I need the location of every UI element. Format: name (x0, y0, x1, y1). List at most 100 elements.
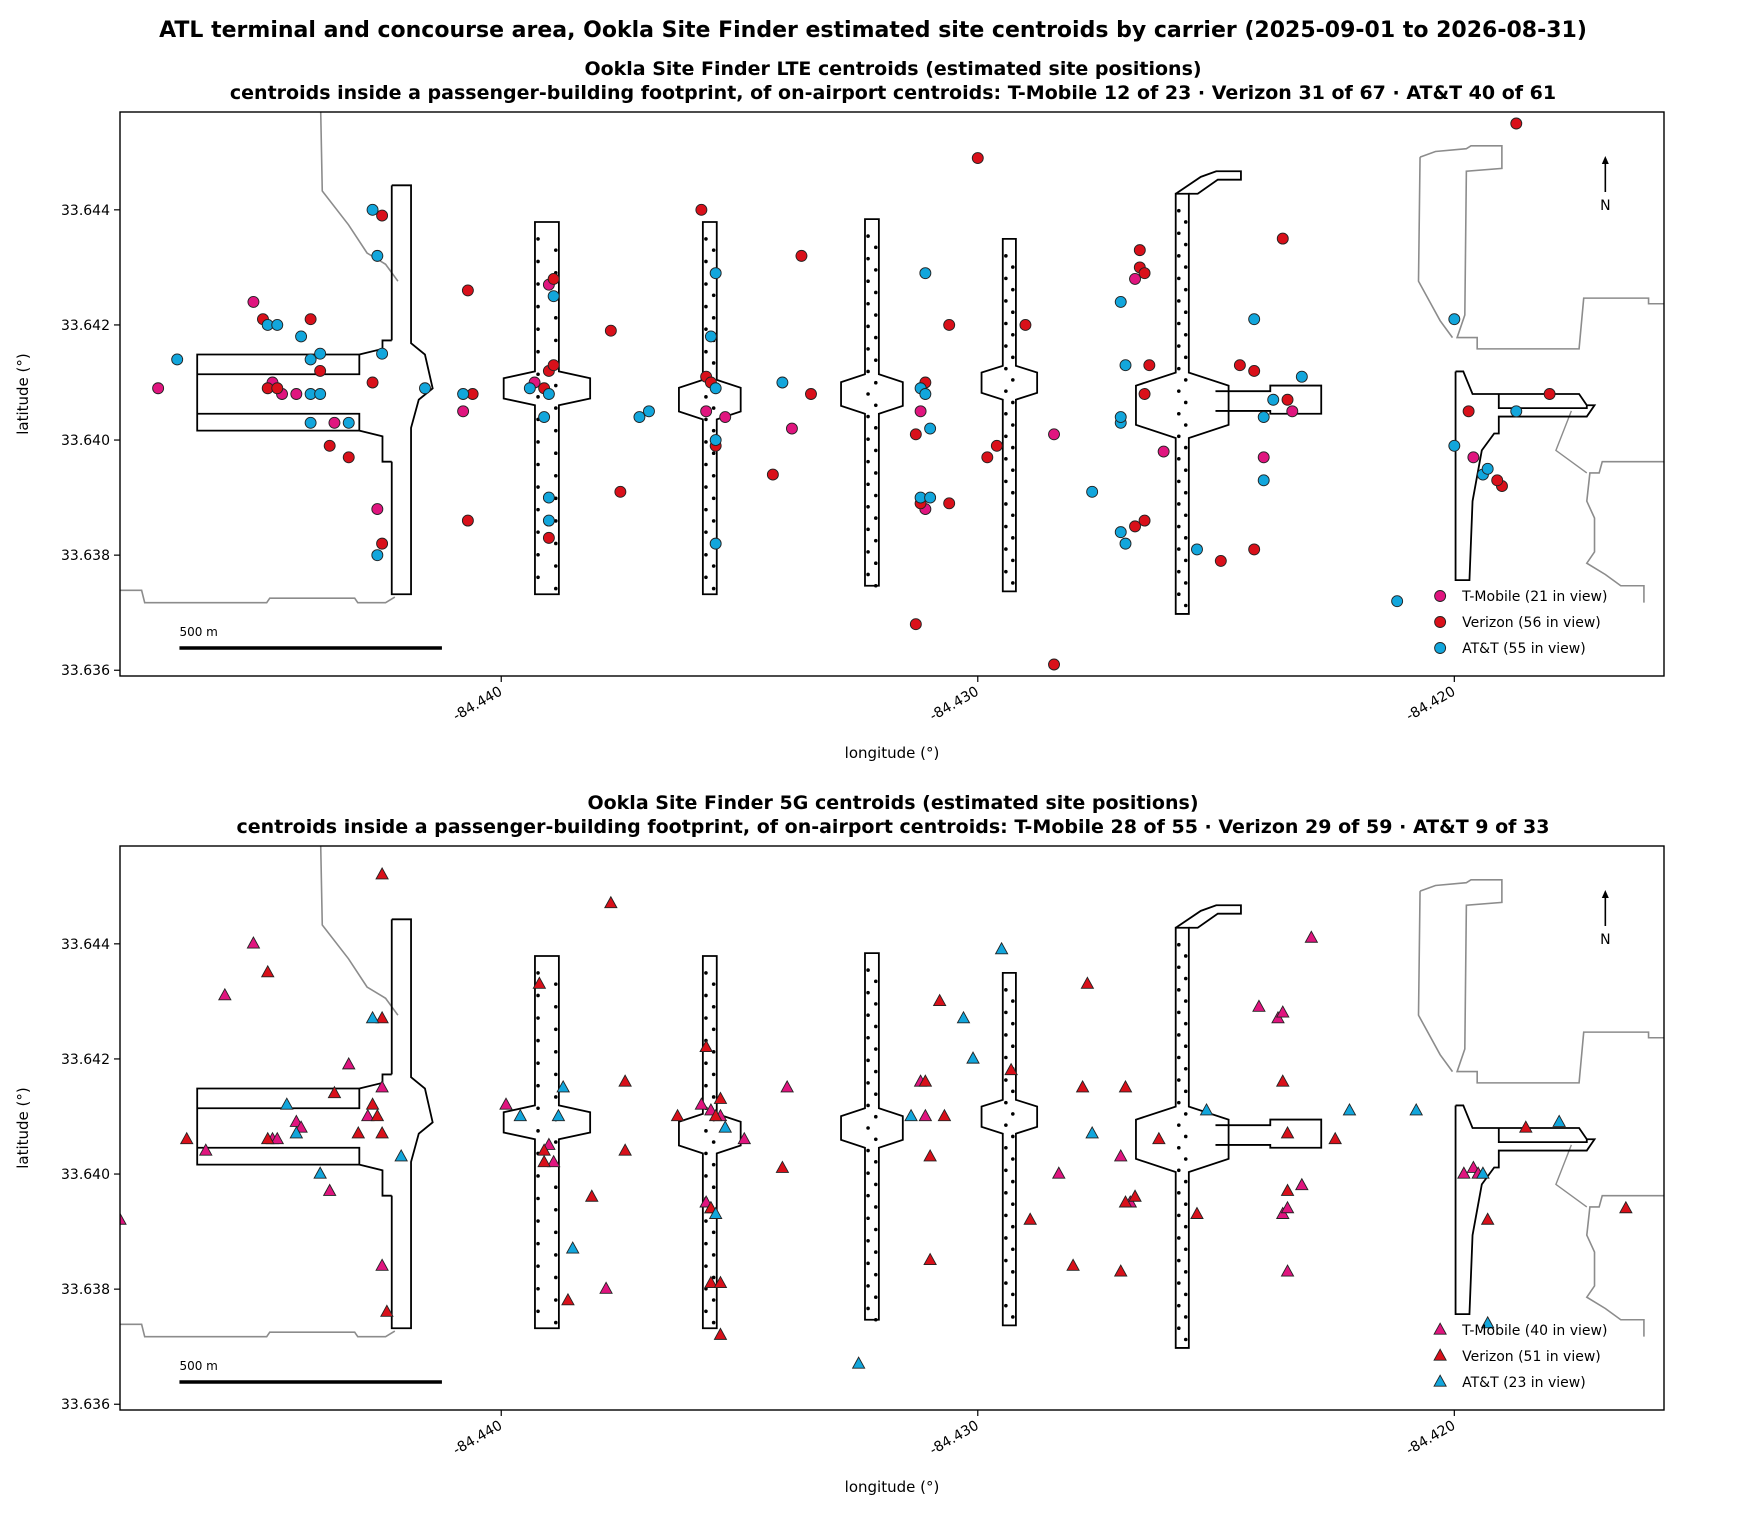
concourse-e-hook (1175, 904, 1242, 929)
lte-overlay: N 500 m longitude (°) latitude (°) T-Mob… (14, 156, 1611, 762)
att-centroid (709, 267, 722, 280)
verizon-centroid (1276, 232, 1289, 245)
verizon-centroid (271, 382, 284, 395)
legend-marker (1433, 1322, 1447, 1335)
lte-legend-tmobile: T-Mobile (21 in view) (1461, 589, 1607, 605)
verizon-centroid (370, 1108, 385, 1122)
att-centroid (547, 290, 560, 303)
legend-marker (1433, 1348, 1447, 1361)
verizon-centroid (304, 313, 317, 326)
att-centroid (1391, 595, 1404, 608)
y-tick-label: 33.638 (61, 1282, 110, 1298)
verizon-centroid (532, 976, 547, 989)
att-centroid (289, 1126, 304, 1139)
att-centroid (1199, 1102, 1214, 1116)
north-arrow-label: N (1600, 198, 1610, 214)
att-centroid (709, 434, 722, 446)
verizon-centroid (1518, 1120, 1533, 1133)
verizon-centroid (1491, 474, 1504, 487)
att-centroid (1257, 411, 1270, 423)
verizon-centroid (375, 867, 389, 880)
airport-boundary-right (1419, 879, 1664, 1084)
att-centroid (709, 382, 722, 395)
tmobile-centroid (700, 405, 713, 418)
lte-marks (152, 117, 1556, 671)
fiveg-panel-subtitle: centroids inside a passenger-building fo… (237, 816, 1550, 838)
verizon-centroid (1004, 1062, 1018, 1076)
verizon-centroid (937, 1108, 952, 1122)
concourse-footprint-1 (502, 221, 592, 596)
concourse-footprint-5 (1135, 926, 1230, 1349)
att-centroid (1257, 474, 1270, 487)
tmobile-centroid (1048, 428, 1060, 441)
scale-bar-label: 500 m (179, 1359, 217, 1373)
tmobile-centroid (120, 1212, 127, 1225)
verizon-centroid (547, 359, 560, 372)
y-tick-label: 33.644 (61, 937, 110, 953)
tmobile-centroid (1157, 445, 1170, 458)
verizon-centroid (327, 1085, 342, 1099)
tmobile-centroid (1113, 1149, 1128, 1162)
verizon-centroid (323, 439, 336, 452)
att-centroid (704, 330, 717, 343)
airport-boundary-bottom-right (1585, 1194, 1664, 1337)
tmobile-centroid (198, 1143, 213, 1156)
verizon-centroid (376, 209, 389, 222)
att-centroid (304, 416, 317, 429)
tmobile-centroid (599, 1281, 613, 1294)
fiveg-legend-verizon: Verizon (51 in view) (1462, 1349, 1601, 1365)
verizon-centroid (365, 1097, 380, 1110)
tmobile-centroid (737, 1131, 752, 1145)
tmobile-centroid (290, 388, 303, 400)
tmobile-centroid (1280, 1264, 1295, 1277)
verizon-centroid (1248, 543, 1261, 556)
lte-legend: T-Mobile (21 in view) Verizon (56 in vie… (1434, 589, 1607, 657)
tmobile-centroid (785, 422, 798, 435)
fiveg-legend-tmobile: T-Mobile (40 in view) (1461, 1323, 1607, 1339)
concourse-footprint-3 (840, 218, 904, 587)
fiveg-marks (120, 867, 1633, 1369)
verizon-centroid (1248, 365, 1261, 377)
att-centroid (708, 1206, 723, 1219)
verizon-centroid (1480, 1212, 1495, 1225)
att-centroid (1191, 543, 1203, 556)
verizon-centroid (699, 1039, 713, 1053)
tmobile-centroid (1129, 272, 1141, 285)
att-centroid (556, 1079, 570, 1093)
verizon-centroid (1138, 388, 1151, 400)
att-centroid (365, 1010, 380, 1024)
airport-boundary-bottom-left (120, 589, 396, 604)
verizon-centroid (1281, 393, 1294, 406)
verizon-centroid (547, 272, 560, 285)
att-centroid (643, 405, 655, 418)
verizon-centroid (1543, 388, 1556, 400)
tmobile-centroid (328, 416, 341, 429)
verizon-centroid (351, 1126, 366, 1139)
figure-title: ATL terminal and concourse area, Ookla S… (159, 18, 1587, 43)
verizon-centroid (1138, 267, 1151, 280)
att-centroid (1086, 485, 1099, 498)
tmobile-centroid (719, 411, 732, 423)
verizon-centroid (584, 1189, 599, 1202)
att-centroid (904, 1108, 918, 1122)
tmobile-centroid (375, 1258, 389, 1271)
y-tick-label: 33.638 (61, 548, 110, 564)
verizon-centroid (461, 284, 474, 297)
legend-marker (1434, 642, 1447, 654)
verizon-centroid (923, 1252, 937, 1265)
verizon-centroid (1510, 117, 1523, 130)
verizon-centroid (1048, 658, 1060, 671)
att-centroid (1267, 393, 1280, 406)
y-tick-label: 33.636 (61, 663, 110, 679)
verizon-centroid (670, 1108, 685, 1122)
att-centroid (718, 1120, 733, 1133)
y-tick-label: 33.642 (61, 318, 110, 334)
y-tick-label: 33.644 (61, 203, 110, 219)
verizon-centroid (375, 1126, 389, 1139)
tmobile-centroid (1280, 1200, 1295, 1214)
lte-legend-verizon: Verizon (56 in view) (1462, 615, 1601, 631)
verizon-centroid (932, 993, 947, 1007)
tmobile-centroid (246, 936, 261, 949)
verizon-centroid (918, 1074, 933, 1087)
verizon-centroid (1143, 359, 1156, 372)
